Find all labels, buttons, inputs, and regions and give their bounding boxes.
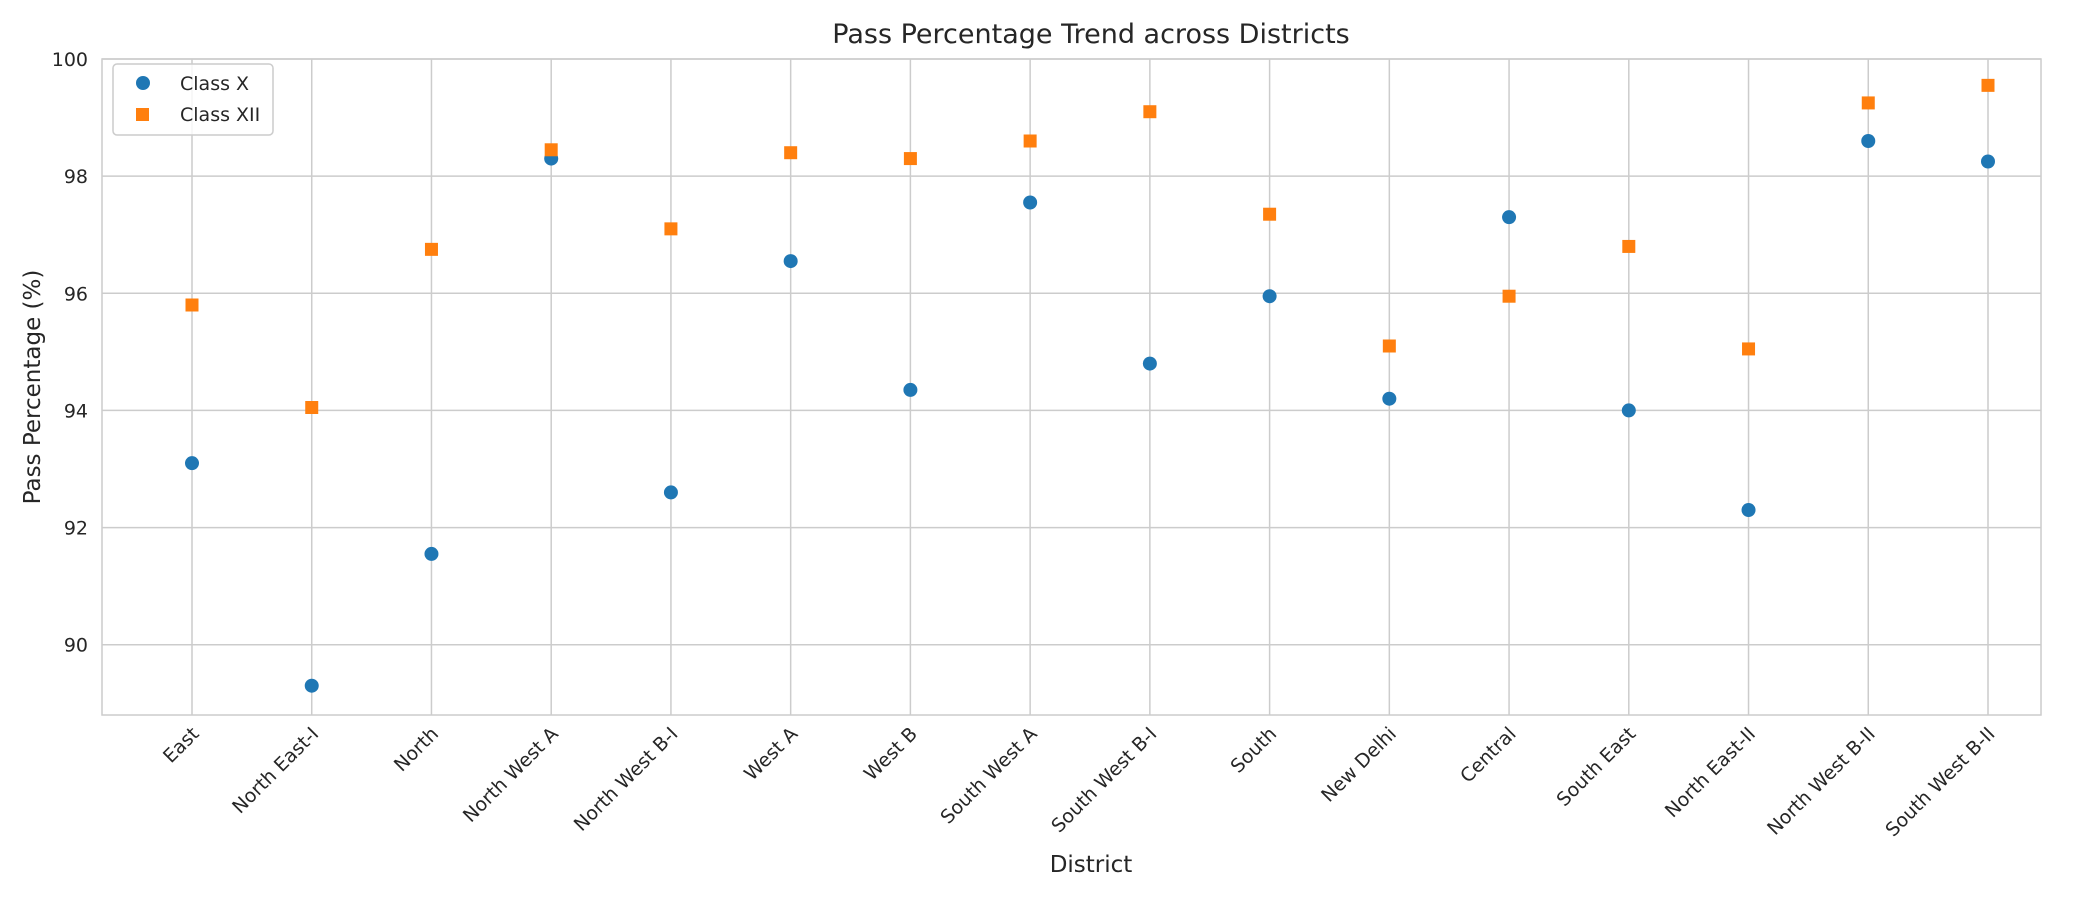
point-class-xii-new-delhi (1382, 339, 1396, 353)
point-class-xii-east (185, 298, 199, 312)
point-class-x-north (424, 546, 439, 561)
x-tick-label-south-west-b-ii: South West B-II (1881, 723, 1999, 841)
point-class-x-central (1502, 210, 1517, 225)
x-tick-label-north-east-i: North East-I (228, 723, 323, 818)
plot-frame (101, 58, 2042, 716)
x-axis-label: District (1050, 852, 1133, 878)
point-class-xii-north-west-a (544, 143, 558, 157)
point-class-x-north-west-b-ii (1861, 134, 1876, 148)
point-class-xii-south-east (1622, 239, 1636, 253)
x-tick-label-south: South (1227, 723, 1282, 778)
legend-marker-class-x (136, 76, 150, 90)
x-tick-label-north-west-b-ii: North West B-II (1763, 723, 1880, 840)
point-class-x-south-west-b-ii (1981, 154, 1995, 169)
point-class-x-south-west-b-i (1142, 356, 1157, 371)
y-tick-label-100: 100 (52, 49, 88, 71)
y-tick-label-90: 90 (64, 635, 88, 657)
point-class-xii-west-b (903, 152, 917, 166)
y-tick-label-92: 92 (64, 518, 88, 540)
point-class-x-south-west-a (1023, 195, 1038, 210)
point-class-xii-north-east-i (305, 401, 319, 414)
point-class-xii-north-west-b-i (664, 222, 678, 236)
legend-label-class-x: Class X (180, 73, 249, 95)
y-axis-label: Pass Percentage (%) (20, 270, 46, 505)
point-class-xii-central (1502, 289, 1516, 303)
point-class-x-north-east-ii (1741, 503, 1756, 517)
x-tick-label-new-delhi: New Delhi (1317, 723, 1401, 807)
point-class-x-north-west-b-i (663, 485, 678, 500)
x-tick-label-north-west-a: North West A (459, 723, 563, 827)
point-class-x-new-delhi (1382, 391, 1397, 406)
x-tick-label-east: East (159, 723, 204, 768)
point-class-x-west-a (783, 254, 798, 269)
point-class-xii-south (1263, 207, 1277, 221)
x-tick-label-north-west-b-i: North West B-I (570, 723, 683, 836)
point-class-x-west-b (903, 382, 918, 397)
x-tick-label-north: North (390, 723, 443, 776)
point-class-xii-north (424, 242, 438, 256)
point-class-x-south-east (1621, 403, 1636, 418)
y-tick-label-98: 98 (64, 166, 88, 188)
point-class-xii-north-east-ii (1742, 342, 1756, 356)
point-class-x-south (1262, 289, 1277, 304)
x-tick-label-west-b: West B (860, 723, 922, 785)
point-class-xii-south-west-b-ii (1981, 78, 1995, 92)
x-tick-label-north-east-ii: North East-II (1661, 723, 1760, 822)
chart-title: Pass Percentage Trend across Districts (832, 19, 1349, 50)
x-tick-label-south-west-b-i: South West B-I (1047, 723, 1161, 837)
x-tick-label-south-west-a: South West A (936, 723, 1041, 828)
x-tick-label-south-east: South East (1552, 723, 1640, 811)
x-tick-label-west-a: West A (740, 723, 802, 785)
point-class-xii-south-west-a (1023, 134, 1037, 148)
point-class-xii-west-a (784, 146, 798, 160)
point-class-x-north-east-i (304, 678, 319, 693)
point-class-xii-south-west-b-i (1143, 105, 1157, 119)
legend-label-class-xii: Class XII (180, 104, 260, 126)
point-class-x-east (185, 456, 199, 471)
point-class-xii-north-west-b-ii (1861, 96, 1875, 110)
grid-lines (102, 58, 2041, 715)
y-tick-label-96: 96 (64, 283, 88, 305)
y-tick-label-94: 94 (64, 400, 88, 422)
tick-labels: East North East-I North North West A North W… (52, 49, 2000, 841)
legend: Class X Class XII (112, 63, 274, 136)
data-points (185, 78, 1995, 693)
legend-marker-class-xii (136, 108, 149, 121)
x-tick-label-central: Central (1456, 723, 1520, 787)
legend-box (112, 63, 274, 136)
